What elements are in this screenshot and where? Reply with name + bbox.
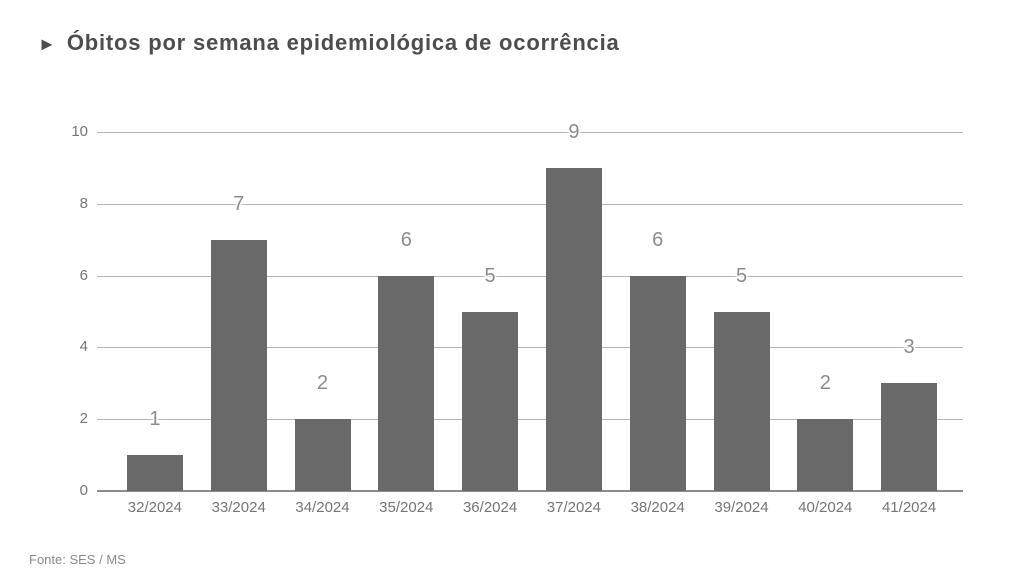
y-axis: 0 2 4 6 8 10 [0,123,88,499]
x-tick-label-36-2024: 36/2024 [462,499,518,516]
bar-value-label-39-2024: 5 [735,264,748,287]
bar-value-label-35-2024: 6 [400,228,412,251]
y-tick-label-0: 0 [79,482,88,499]
x-tick-label-39-2024: 39/2024 [714,499,769,516]
bar-38-2024 [629,275,686,491]
gridline-10 [97,132,963,133]
bar-value-label-32-2024: 1 [149,408,161,431]
bar-value-label-36-2024: 5 [484,264,496,287]
source-note: Fonte: SES / MS [29,552,126,567]
x-tick-label-35-2024: 35/2024 [379,499,434,516]
bar-41-2024 [881,383,938,491]
bar-39-2024 [713,311,770,491]
x-tick-label-37-2024: 37/2024 [546,499,601,516]
x-tick-label-38-2024: 38/2024 [630,499,685,516]
gridline-6 [97,275,963,277]
title-arrow-icon: ► [38,34,56,54]
bar-value-label-33-2024: 7 [233,192,245,215]
chart-title-row: ► Óbitos por semana epidemiológica de oc… [38,30,620,56]
bar-value-label-37-2024: 9 [568,121,580,143]
bar-36-2024 [462,311,519,491]
bar-35-2024 [378,275,435,491]
bar-value-label-34-2024: 2 [316,372,329,395]
x-tick-label-41-2024: 41/2024 [881,499,937,516]
y-tick-label-4: 4 [79,338,88,356]
x-axis: 32/2024 33/2024 34/2024 35/2024 36/2024 37/20… [97,499,963,519]
y-tick-label-10: 10 [71,123,88,140]
bar-37-2024 [545,167,602,491]
chart-title: Óbitos por semana epidemiológica de ocor… [66,30,620,55]
y-tick-label-8: 8 [79,194,88,212]
bar-value-label-38-2024: 6 [652,228,664,251]
bar-33-2024 [210,239,267,491]
bar-value-label-40-2024: 2 [819,372,831,395]
x-tick-label-32-2024: 32/2024 [127,499,182,516]
y-tick-label-2: 2 [79,410,88,428]
bar-34-2024 [294,419,351,491]
x-tick-label-33-2024: 33/2024 [211,499,266,516]
gridline-8 [97,203,963,205]
bar-value-label-41-2024: 3 [903,336,915,359]
x-tick-label-40-2024: 40/2024 [798,499,853,516]
plot-area: 1 7 2 6 5 9 6 5 2 3 [97,121,963,492]
gridline-2 [97,419,963,421]
gridline-4 [97,347,963,349]
bar-40-2024 [797,419,854,491]
y-tick-label-6: 6 [79,266,88,284]
x-axis-baseline [97,490,963,492]
x-tick-label-34-2024: 34/2024 [295,499,350,516]
bar-32-2024 [126,455,183,491]
